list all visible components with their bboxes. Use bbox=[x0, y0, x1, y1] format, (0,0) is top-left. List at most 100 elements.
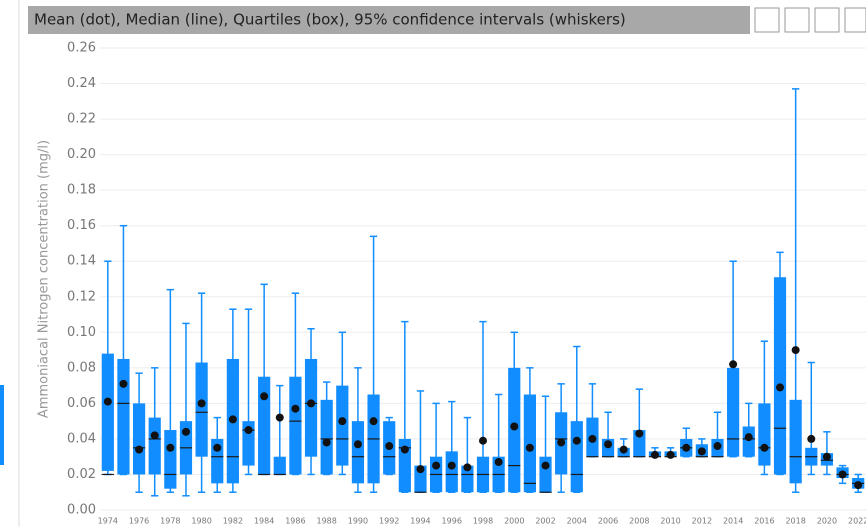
mean-dot bbox=[604, 440, 613, 449]
x-tick-label: 2014 bbox=[723, 517, 743, 526]
x-tick-label: 1998 bbox=[473, 517, 493, 526]
x-tick-label: 1976 bbox=[129, 517, 149, 526]
box bbox=[633, 430, 646, 457]
box bbox=[789, 399, 802, 484]
mean-dot bbox=[291, 404, 300, 413]
box bbox=[195, 362, 208, 457]
mean-dot bbox=[525, 443, 534, 452]
mean-dot bbox=[353, 440, 362, 449]
mean-dot bbox=[807, 434, 816, 443]
mean-dot bbox=[150, 431, 159, 440]
mean-dot bbox=[432, 461, 441, 470]
x-tick-label: 2002 bbox=[535, 517, 555, 526]
y-tick-label: 0.00 bbox=[67, 503, 96, 518]
mean-dot bbox=[791, 346, 800, 355]
x-tick-label: 1980 bbox=[191, 517, 211, 526]
mean-dot bbox=[510, 422, 519, 431]
title-bar bbox=[28, 6, 750, 34]
header-icons[interactable] bbox=[754, 7, 866, 33]
y-tick-label: 0.02 bbox=[67, 467, 96, 482]
box bbox=[742, 426, 755, 457]
mean-dot bbox=[713, 442, 722, 451]
box bbox=[773, 277, 787, 475]
x-tick-label: 1996 bbox=[442, 517, 462, 526]
mean-dot bbox=[197, 399, 206, 408]
y-tick-label: 0.24 bbox=[67, 76, 96, 91]
mean-dot bbox=[588, 434, 597, 443]
box bbox=[148, 417, 161, 475]
x-tick-label: 2020 bbox=[817, 517, 837, 526]
box bbox=[461, 465, 474, 493]
x-tick-label: 2018 bbox=[785, 517, 805, 526]
filter-icon[interactable] bbox=[784, 7, 810, 33]
box bbox=[117, 358, 130, 475]
y-tick-label: 0.10 bbox=[67, 325, 96, 340]
mean-dot bbox=[338, 417, 347, 426]
x-tick-label: 2006 bbox=[598, 517, 618, 526]
box bbox=[570, 421, 583, 493]
x-tick-label: 1992 bbox=[379, 517, 399, 526]
y-axis-label: Ammoniacal Nitrogen concentration (mg/l) bbox=[37, 140, 52, 418]
box bbox=[351, 421, 365, 484]
x-tick-label: 1988 bbox=[316, 517, 336, 526]
box bbox=[727, 367, 740, 457]
x-tick-label: 1994 bbox=[410, 517, 430, 526]
mean-dot bbox=[135, 445, 144, 454]
mean-dot bbox=[322, 438, 331, 447]
mean-dot bbox=[854, 481, 863, 490]
x-tick-label: 2000 bbox=[504, 517, 524, 526]
focus-icon[interactable] bbox=[814, 7, 840, 33]
y-tick-label: 0.12 bbox=[67, 289, 96, 304]
x-tick-label: 1974 bbox=[98, 517, 118, 526]
box bbox=[320, 399, 333, 475]
y-tick-label: 0.16 bbox=[67, 218, 96, 233]
mean-dot bbox=[166, 443, 175, 452]
mean-dot bbox=[666, 450, 675, 459]
box bbox=[273, 456, 286, 475]
y-tick-label: 0.20 bbox=[67, 147, 96, 162]
box bbox=[523, 394, 536, 493]
x-tick-label: 2022 bbox=[848, 517, 866, 526]
box bbox=[304, 358, 318, 457]
mean-dot bbox=[400, 445, 409, 454]
mean-dot bbox=[385, 442, 394, 451]
box bbox=[132, 403, 146, 475]
x-tick-label: 1990 bbox=[348, 517, 368, 526]
mean-dot bbox=[307, 399, 316, 408]
mean-dot bbox=[181, 427, 190, 436]
mean-dot bbox=[557, 438, 566, 447]
mean-dot bbox=[119, 379, 128, 388]
mean-dot bbox=[635, 429, 644, 438]
x-tick-label: 1978 bbox=[160, 517, 180, 526]
box bbox=[336, 385, 349, 466]
mean-dot bbox=[572, 436, 581, 445]
mean-dot bbox=[822, 452, 831, 461]
pin-icon[interactable] bbox=[754, 7, 780, 33]
box bbox=[445, 451, 458, 493]
x-tick-label: 2016 bbox=[754, 517, 774, 526]
left-panel bbox=[0, 0, 18, 527]
y-tick-label: 0.18 bbox=[67, 183, 96, 198]
mean-dot bbox=[213, 443, 222, 452]
y-tick-label: 0.04 bbox=[67, 431, 96, 446]
chart-title: Mean (dot), Median (line), Quartiles (bo… bbox=[34, 11, 626, 29]
y-tick-label: 0.22 bbox=[67, 112, 96, 127]
mean-dot bbox=[275, 413, 284, 422]
box bbox=[101, 353, 114, 471]
y-tick-label: 0.06 bbox=[67, 396, 96, 411]
mean-dot bbox=[479, 436, 487, 445]
more-icon[interactable] bbox=[844, 7, 866, 33]
mean-dot bbox=[260, 392, 269, 401]
box bbox=[758, 403, 771, 466]
mean-dot bbox=[369, 417, 378, 426]
mean-dot bbox=[776, 383, 785, 392]
mean-dot bbox=[760, 443, 769, 452]
mean-dot bbox=[619, 445, 628, 454]
box bbox=[289, 376, 302, 475]
box bbox=[414, 465, 427, 493]
x-tick-label: 2008 bbox=[629, 517, 649, 526]
x-tick-label: 2010 bbox=[660, 517, 680, 526]
mean-dot bbox=[494, 458, 503, 467]
mean-dot bbox=[729, 360, 738, 369]
y-tick-label: 0.08 bbox=[67, 360, 96, 375]
